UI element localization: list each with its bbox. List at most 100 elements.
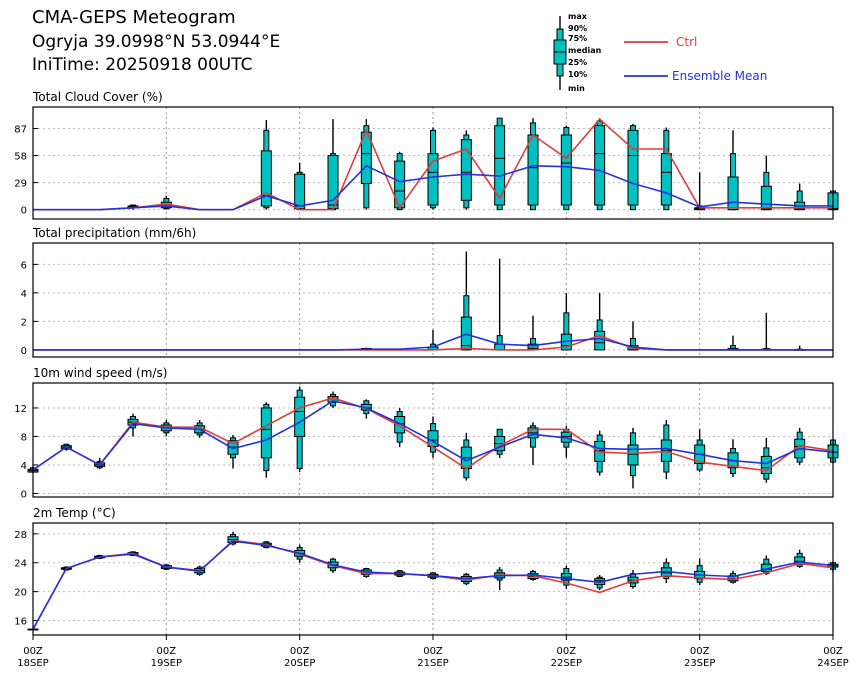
panel-frame: [32, 106, 834, 220]
box-glyph: [427, 127, 439, 210]
box-glyph: [560, 125, 572, 211]
box-inner: [260, 150, 272, 207]
box-glyph: [594, 430, 606, 476]
box-glyph: [627, 569, 639, 589]
x-tick-label-time: 00Z: [557, 646, 577, 657]
box-glyph: [527, 118, 539, 211]
box-glyph: [727, 439, 739, 478]
box-inner: [627, 444, 639, 466]
box-inner: [660, 153, 672, 206]
box-glyph: [727, 335, 739, 351]
y-tick-label: 58: [14, 152, 27, 163]
panel-title: Total Cloud Cover (%): [32, 90, 163, 104]
ensemble-mean-line: [33, 333, 833, 351]
box-glyph: [127, 413, 139, 437]
y-tick-label: 0: [21, 206, 27, 217]
ensemble-mean-line: [32, 399, 834, 471]
box-inner: [760, 185, 772, 211]
legend-box-label: 90%: [568, 24, 587, 33]
box-glyph: [494, 258, 506, 351]
box-inner: [594, 330, 606, 351]
y-tick-label: 4: [21, 461, 27, 472]
x-tick-label-time: 00Z: [157, 646, 177, 657]
box-glyph: [460, 432, 472, 481]
legend-ctrl-label: Ctrl: [676, 35, 697, 49]
y-tick-label: 20: [14, 588, 27, 599]
box-inner: [294, 173, 306, 210]
legend-mean-label: Ensemble Mean: [672, 69, 767, 83]
panel-frame: [32, 382, 834, 498]
y-tick-label: 87: [14, 124, 27, 135]
x-tick-label-date: 22SEP: [551, 658, 582, 669]
x-tick-label-date: 23SEP: [684, 658, 715, 669]
box-inner: [494, 125, 506, 206]
legend-box-label: max: [568, 12, 588, 21]
box-glyph: [360, 119, 372, 210]
box-glyph: [227, 435, 239, 469]
ctrl-line: [33, 117, 833, 211]
box-inner: [527, 134, 539, 206]
y-tick-label: 2: [21, 317, 27, 328]
box-glyph: [160, 195, 172, 210]
legend-box-label: 75%: [568, 34, 587, 43]
box-inner: [627, 129, 639, 206]
page-title: CMA-GEPS Meteogram: [32, 7, 236, 28]
box-glyph: [294, 163, 306, 211]
y-tick-label: 24: [14, 559, 27, 570]
x-tick-label-date: 18SEP: [17, 658, 48, 669]
box-glyph: [694, 429, 706, 473]
y-tick-label: 0: [21, 346, 27, 357]
panel-frame: [32, 242, 834, 358]
box-glyph: [494, 567, 506, 591]
box-glyph: [760, 155, 772, 211]
panel-title: Total precipitation (mm/6h): [32, 226, 196, 240]
box-inner: [594, 125, 606, 206]
y-tick-label: 28: [14, 530, 27, 541]
panel-title: 2m Temp (°C): [33, 506, 116, 520]
box-inner: [294, 396, 306, 437]
box-inner: [727, 176, 739, 211]
legend-box-label: 25%: [568, 58, 587, 67]
box-glyph: [760, 437, 772, 483]
legend-box-label: 10%: [568, 70, 587, 79]
box-inner: [760, 455, 772, 474]
box-inner: [560, 134, 572, 206]
y-tick-label: 29: [14, 179, 27, 190]
box-glyph: [760, 312, 772, 351]
y-tick-label: 4: [21, 289, 27, 300]
y-tick-label: 12: [14, 404, 27, 415]
box-glyph: [627, 123, 639, 211]
box-inner: [460, 139, 472, 201]
x-tick-label-date: 21SEP: [417, 658, 448, 669]
panel-title: 10m wind speed (m/s): [33, 366, 167, 380]
box-glyph: [727, 130, 739, 211]
box-glyph: [594, 118, 606, 211]
box-glyph: [460, 130, 472, 210]
ensemble-mean-line: [33, 164, 833, 211]
box-inner: [394, 415, 406, 434]
legend-box-label: min: [568, 84, 585, 93]
x-tick-label-time: 00Z: [823, 646, 843, 657]
x-tick-label-date: 24SEP: [817, 658, 848, 669]
box-inner: [260, 407, 272, 459]
box-glyph: [560, 565, 572, 589]
y-tick-label: 16: [14, 617, 27, 628]
x-tick-label-time: 00Z: [690, 646, 710, 657]
x-tick-label-date: 20SEP: [284, 658, 315, 669]
x-tick-label-time: 00Z: [423, 646, 443, 657]
box-glyph: [560, 425, 572, 458]
y-tick-label: 0: [21, 489, 27, 500]
ensemble-mean-line: [32, 540, 834, 630]
location-label: Ogryja 39.0998°N 53.0944°E: [32, 32, 281, 52]
box-glyph: [427, 416, 439, 458]
box-glyph: [694, 172, 706, 211]
box-glyph: [660, 127, 672, 211]
box-glyph: [494, 117, 506, 211]
x-tick-label-date: 19SEP: [151, 658, 182, 669]
init-time-label: IniTime: 20250918 00UTC: [32, 55, 253, 75]
box-glyph: [627, 427, 639, 489]
x-tick-label-time: 00Z: [23, 646, 43, 657]
x-tick-label-time: 00Z: [290, 646, 310, 657]
y-tick-label: 6: [21, 260, 27, 271]
box-inner: [427, 153, 439, 206]
